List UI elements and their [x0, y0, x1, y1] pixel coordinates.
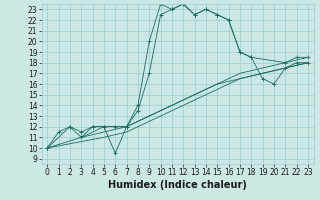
X-axis label: Humidex (Indice chaleur): Humidex (Indice chaleur) — [108, 180, 247, 190]
